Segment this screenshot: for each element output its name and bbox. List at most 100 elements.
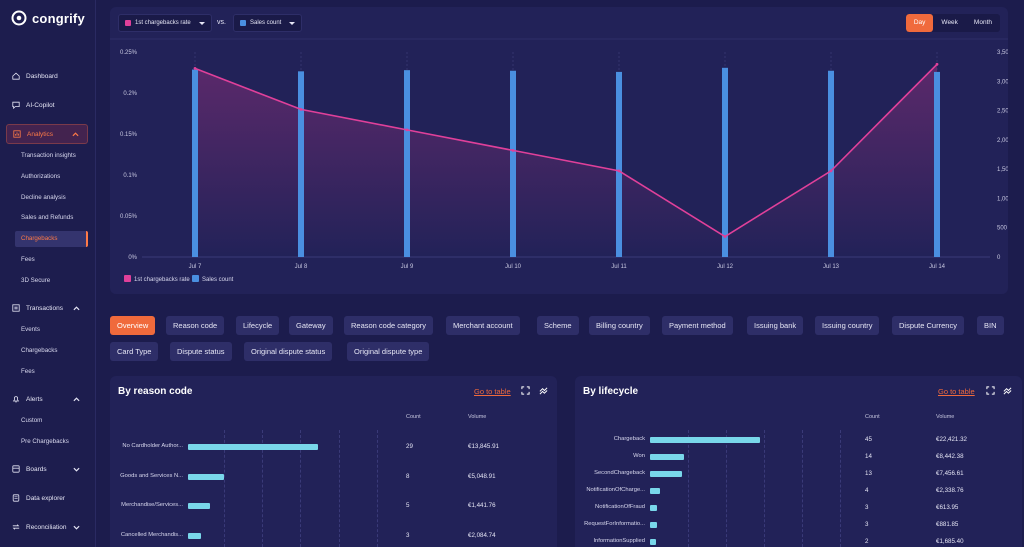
caret-down-icon — [198, 21, 205, 25]
row-label: SecondChargeback — [594, 470, 645, 476]
sidebar-subitem-sales-and-refunds[interactable]: Sales and Refunds — [21, 214, 74, 221]
sidebar-subitem-pre-chargebacks[interactable]: Pre Chargebacks — [21, 438, 69, 445]
filter-chip-gateway[interactable]: Gateway — [289, 316, 333, 335]
filter-chip-original-dispute-status[interactable]: Original dispute status — [244, 342, 333, 361]
grid-line — [726, 430, 727, 547]
row-bar — [650, 539, 656, 545]
sidebar-subitem-transaction-insights[interactable]: Transaction insights — [21, 152, 76, 159]
sidebar-item-transactions[interactable]: Transactions — [6, 298, 88, 318]
grid-line — [262, 430, 263, 547]
sales-count-bar — [934, 71, 940, 258]
row-bar — [650, 522, 658, 528]
chart-toggle-icon[interactable] — [539, 386, 548, 395]
x-tick-label: Jul 8 — [295, 264, 308, 270]
rate-point — [405, 128, 409, 132]
metric1-label: 1st chargebacks rate — [135, 20, 191, 26]
period-month-button[interactable]: Month — [973, 19, 992, 26]
filter-chip-dispute-currency[interactable]: Dispute Currency — [892, 316, 964, 335]
filter-chip-overview[interactable]: Overview — [110, 316, 156, 335]
sidebar-subitem-tx-chargebacks[interactable]: Chargebacks — [21, 347, 58, 354]
count-column-header: Count — [865, 414, 880, 420]
sidebar-item-label: Reconciliation — [26, 523, 67, 531]
chevron-down-icon[interactable] — [73, 466, 80, 473]
sidebar-item-ai-copilot[interactable]: AI-Copilot — [6, 95, 88, 115]
row-bar — [188, 503, 211, 509]
sidebar-subitem-decline-analysis[interactable]: Decline analysis — [21, 194, 66, 201]
filter-chip-dispute-status[interactable]: Dispute status — [170, 342, 232, 361]
app-logo[interactable]: congrify — [11, 10, 85, 26]
chevron-up-icon[interactable] — [73, 305, 80, 312]
filter-chip-issuing-bank[interactable]: Issuing bank — [747, 316, 804, 335]
metric2-label: Sales count — [250, 20, 282, 26]
chart-toggle-icon[interactable] — [1003, 386, 1012, 395]
y-left-tick-label: 0.05% — [120, 214, 138, 220]
period-day-button[interactable]: Day — [905, 14, 934, 32]
filter-chip-billing-country[interactable]: Billing country — [589, 316, 650, 335]
go-to-table-link[interactable]: Go to table — [474, 387, 511, 396]
filter-chip-lifecycle[interactable]: Lifecycle — [236, 316, 280, 335]
sidebar-item-analytics[interactable]: Analytics — [6, 124, 88, 144]
grid-line — [764, 430, 765, 547]
filter-chip-payment-method[interactable]: Payment method — [662, 316, 733, 335]
x-tick-label: Jul 10 — [505, 264, 522, 270]
chevron-up-icon[interactable] — [72, 131, 79, 138]
metric1-dropdown[interactable]: 1st chargebacks rate — [118, 14, 212, 32]
row-volume: €7,456.61 — [936, 470, 964, 477]
x-tick-label: Jul 9 — [401, 264, 414, 270]
sidebar-item-reconciliation[interactable]: Reconciliation — [6, 517, 88, 537]
sidebar-subitem-3d-secure[interactable]: 3D Secure — [21, 277, 51, 284]
filter-chip-reason-code-category[interactable]: Reason code category — [344, 316, 434, 335]
boards-icon — [12, 465, 20, 473]
row-count: 8 — [406, 472, 410, 480]
vs-label: vs. — [217, 19, 226, 26]
sidebar-subitem-fees[interactable]: Fees — [21, 256, 35, 263]
sidebar-item-label: Boards — [26, 465, 47, 473]
period-week-button[interactable]: Week — [941, 19, 958, 26]
filter-chip-original-dispute-type[interactable]: Original dispute type — [347, 342, 430, 361]
filter-chip-bin[interactable]: BIN — [977, 316, 1004, 335]
metric2-dropdown[interactable]: Sales count — [233, 14, 303, 32]
row-count: 4 — [865, 487, 869, 494]
row-count: 3 — [406, 531, 410, 539]
chat-icon — [12, 101, 20, 109]
go-to-table-link[interactable]: Go to table — [938, 387, 975, 396]
sidebar-subitem-custom[interactable]: Custom — [21, 417, 43, 424]
sales-count-bar — [828, 70, 834, 257]
filter-chip-card-type[interactable]: Card Type — [110, 342, 159, 361]
expand-icon[interactable] — [521, 386, 530, 395]
sidebar-subitem-chargebacks[interactable]: Chargebacks — [15, 231, 88, 247]
expand-icon[interactable] — [986, 386, 995, 395]
row-label: Merchandise/Services... — [121, 502, 183, 508]
x-tick-label: Jul 7 — [189, 264, 202, 270]
row-volume: €22,421.32 — [936, 436, 967, 443]
home-icon — [12, 72, 20, 80]
sidebar-subitem-tx-fees[interactable]: Fees — [21, 368, 35, 375]
filter-chip-reason-code[interactable]: Reason code — [166, 316, 225, 335]
sidebar-item-data-explorer[interactable]: Data explorer — [6, 488, 88, 508]
volume-column-header: Volume — [468, 414, 487, 420]
y-left-tick-label: 0% — [128, 255, 137, 261]
sidebar-item-alerts[interactable]: Alerts — [6, 389, 88, 409]
row-bar — [650, 505, 658, 511]
row-volume: €2,338.76 — [936, 487, 964, 494]
sidebar-item-label: Analytics — [27, 130, 54, 138]
row-label: NotificationOfFraud — [595, 504, 645, 510]
grid-line — [688, 430, 689, 547]
row-bar — [650, 454, 685, 460]
chart-icon — [13, 130, 21, 138]
row-label: Chargeback — [613, 436, 645, 442]
filter-chip-merchant-account[interactable]: Merchant account — [446, 316, 520, 335]
filter-chip-issuing-country[interactable]: Issuing country — [815, 316, 880, 335]
sidebar-subitem-authorizations[interactable]: Authorizations — [21, 173, 61, 180]
row-bar — [188, 473, 224, 480]
sidebar-item-dashboard[interactable]: Dashboard — [6, 66, 88, 86]
row-count: 3 — [865, 521, 869, 528]
row-count: 3 — [865, 504, 869, 511]
chevron-down-icon[interactable] — [73, 524, 80, 531]
row-volume: €2,084.74 — [468, 531, 496, 539]
sidebar-subitem-events[interactable]: Events — [21, 326, 40, 333]
chevron-up-icon[interactable] — [73, 396, 80, 403]
filter-chip-scheme[interactable]: Scheme — [537, 316, 579, 335]
row-count: 2 — [865, 538, 869, 545]
sidebar-item-boards[interactable]: Boards — [6, 459, 88, 479]
